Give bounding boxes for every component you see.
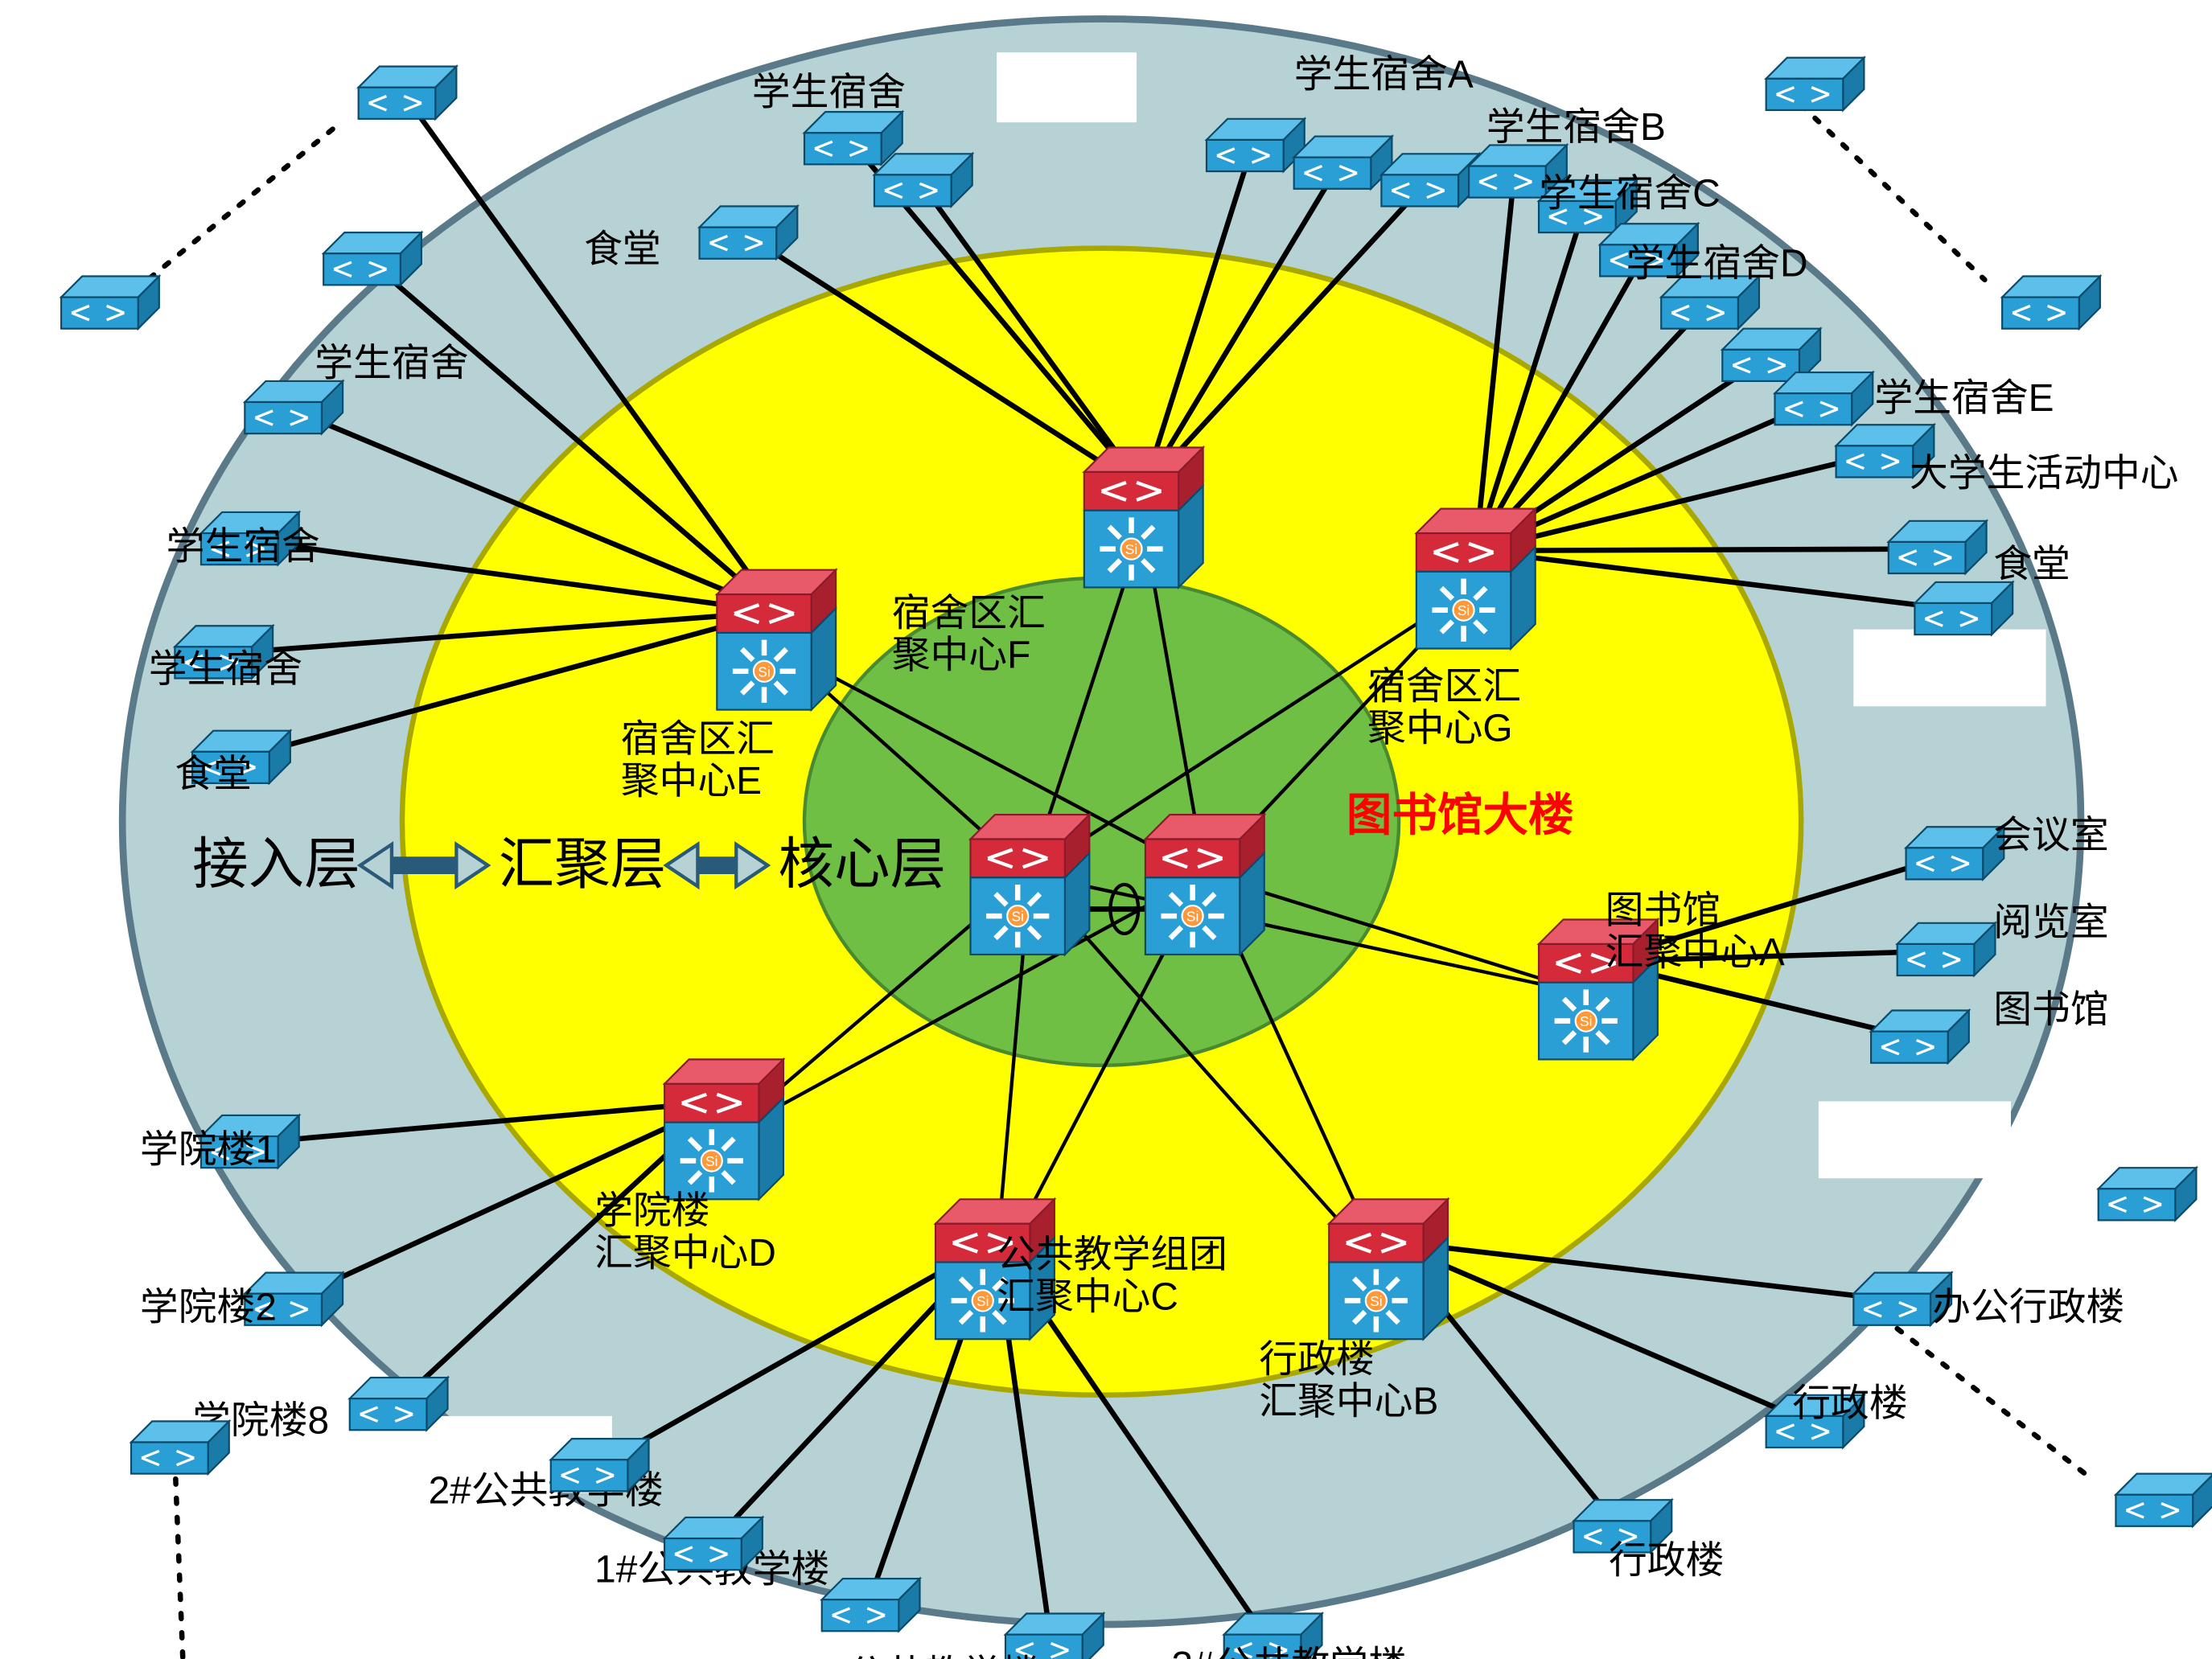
node-label: 学院楼1 [140, 1129, 277, 1172]
dist-label: 行政楼 [1259, 1339, 1374, 1382]
distribution-switch: Si [1084, 448, 1203, 588]
svg-text:Si: Si [1125, 541, 1137, 557]
node-label: 学生宿舍E [1874, 377, 2054, 420]
dist-label: 宿舍区汇 [621, 718, 775, 761]
node-label: 会议室 [1993, 814, 2108, 856]
node-label: 3#公共教学楼 [1172, 1645, 1407, 1659]
ring-gap [1853, 630, 2045, 707]
ring-gap [997, 52, 1137, 122]
svg-text:Si: Si [1458, 602, 1470, 618]
svg-text:Si: Si [1186, 909, 1199, 925]
access-switch [1775, 372, 1873, 425]
access-switch [359, 67, 457, 119]
access-switch [1381, 154, 1479, 206]
dist-label: 宿舍区汇 [892, 592, 1046, 634]
node-label: 学生宿舍C [1539, 173, 1721, 216]
distribution-switch: Si [664, 1059, 783, 1199]
dist-label: 公共教学组团 [997, 1234, 1227, 1276]
dist-label: 汇聚中心B [1259, 1381, 1438, 1423]
dist-label: 汇聚中心D [594, 1232, 776, 1275]
distribution-switch: Si [1329, 1199, 1448, 1339]
ring-gap [1819, 1102, 2011, 1179]
node-label: 食堂 [175, 753, 252, 795]
node-label: 学生宿舍 [167, 526, 320, 569]
svg-text:Si: Si [1370, 1293, 1382, 1309]
extra-switch [131, 1421, 229, 1473]
svg-text:Si: Si [1580, 1013, 1592, 1029]
layer-label-core: 核心层 [778, 832, 946, 895]
node-label: 行政楼 [1792, 1382, 1907, 1425]
node-label: 图书馆 [1993, 989, 2108, 1032]
layer-label-access: 接入层 [192, 832, 360, 895]
svg-text:Si: Si [976, 1293, 989, 1309]
extra-switch [2002, 276, 2100, 328]
svg-text:Si: Si [705, 1153, 717, 1169]
node-label: 食堂 [1993, 543, 2070, 585]
extra-switch [2115, 1474, 2212, 1526]
node-label: 4#公共教学楼 [804, 1653, 1039, 1659]
access-switch [1207, 119, 1305, 171]
node-label: 学生宿舍 [149, 648, 302, 691]
node-label: 行政楼 [1609, 1540, 1724, 1583]
node-label: 学生宿舍 [315, 342, 468, 384]
core-switch: Si [971, 815, 1090, 955]
access-switch [1294, 137, 1392, 189]
node-label: 学生宿舍B [1486, 106, 1666, 149]
access-switch [323, 232, 421, 285]
dist-label: 聚中心G [1367, 708, 1513, 750]
dist-label: 汇聚中心C [997, 1275, 1178, 1318]
extra-switch [1766, 58, 1865, 110]
layer-label-distribution: 汇聚层 [499, 832, 667, 895]
node-label: 学生宿舍D [1626, 242, 1808, 285]
library-label: 图书馆大楼 [1347, 790, 1574, 840]
dist-label: 学院楼 [594, 1190, 709, 1233]
extra-switch [61, 276, 159, 328]
extra-switch [2099, 1168, 2197, 1220]
node-label: 大学生活动中心 [1910, 452, 2179, 495]
svg-text:Si: Si [758, 663, 770, 680]
svg-text:Si: Si [1011, 909, 1023, 925]
access-switch [551, 1439, 649, 1491]
access-switch [874, 154, 972, 206]
node-label: 阅览室 [1993, 901, 2108, 944]
node-label: 食堂 [584, 228, 661, 271]
node-label: 办公行政楼 [1932, 1286, 2124, 1328]
dist-label: 宿舍区汇 [1367, 666, 1521, 708]
node-label: 学生宿舍A [1294, 54, 1474, 97]
core-switch: Si [1145, 815, 1264, 955]
distribution-switch: Si [1416, 509, 1536, 649]
dist-label: 图书馆 [1606, 889, 1721, 932]
node-label: 学生宿舍 [752, 71, 906, 113]
network-diagram: SiSiSi宿舍区汇聚中心ESi宿舍区汇聚中心FSi宿舍区汇聚中心GSi图书馆汇… [0, 0, 2212, 1659]
dist-label: 汇聚中心A [1606, 931, 1785, 974]
distribution-switch: Si [717, 570, 836, 710]
dist-label: 聚中心F [892, 634, 1031, 676]
dist-label: 聚中心E [621, 760, 762, 803]
node-label: 学院楼2 [140, 1286, 277, 1328]
